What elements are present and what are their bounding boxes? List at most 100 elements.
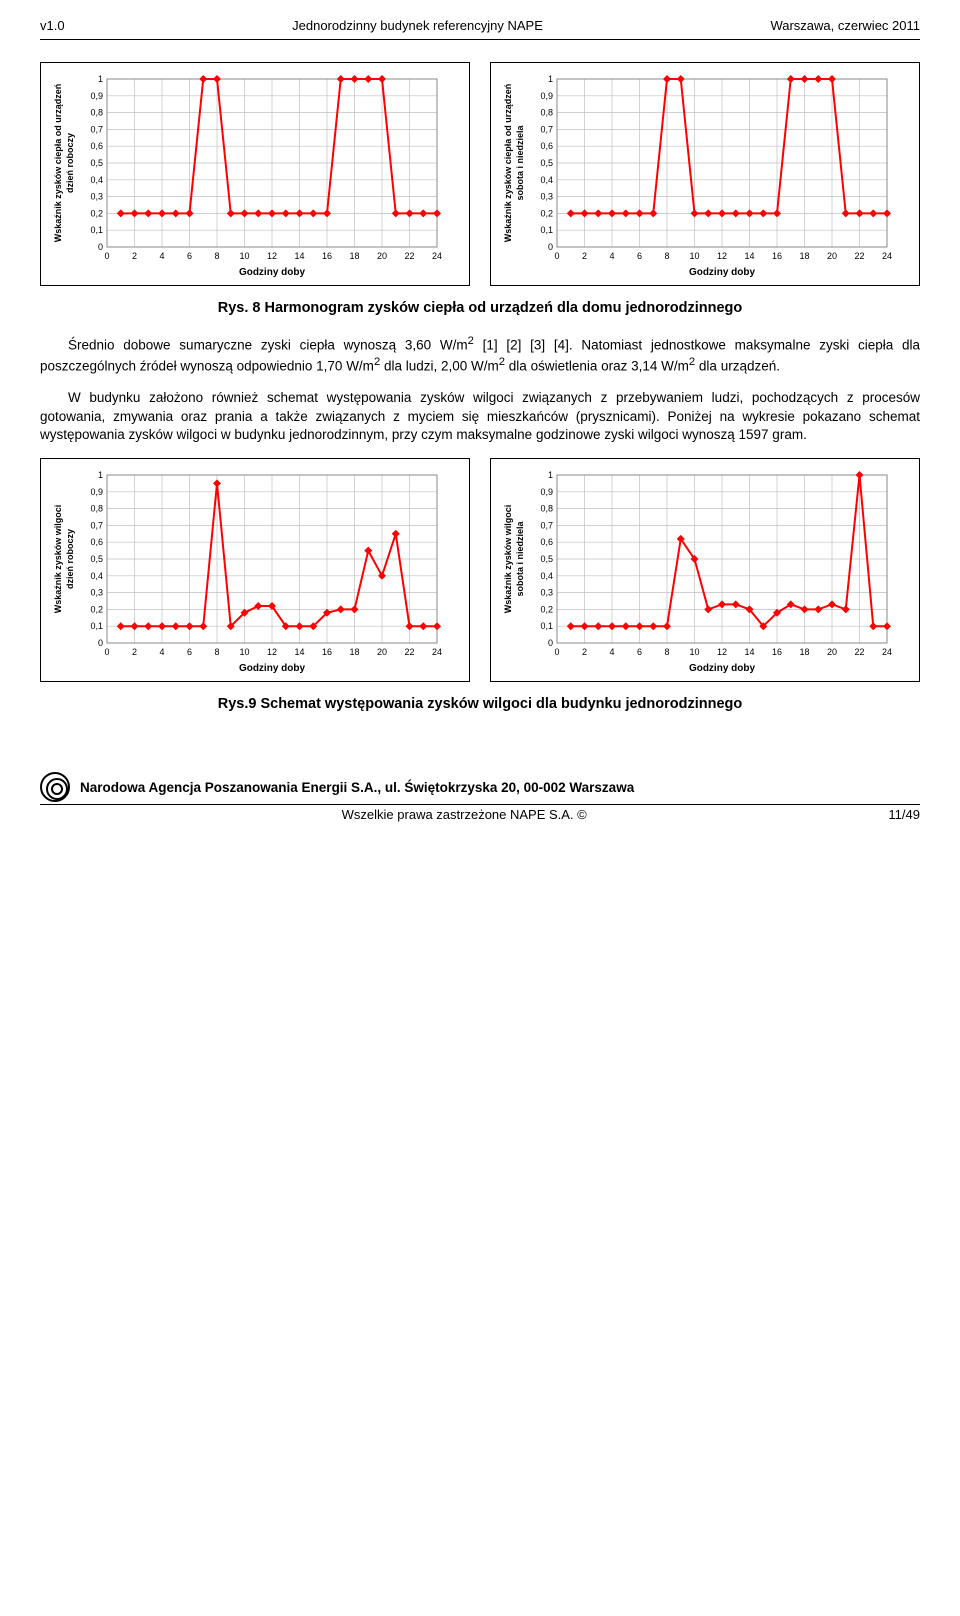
svg-text:2: 2: [582, 647, 587, 657]
svg-text:0: 0: [104, 251, 109, 261]
svg-text:1: 1: [548, 74, 553, 84]
svg-text:0,3: 0,3: [540, 588, 553, 598]
svg-text:0: 0: [98, 638, 103, 648]
svg-text:Godziny doby: Godziny doby: [689, 663, 756, 674]
svg-text:0,1: 0,1: [540, 225, 553, 235]
paragraph-2: W budynku założono również schemat wystę…: [40, 389, 920, 444]
svg-text:0,4: 0,4: [540, 571, 553, 581]
svg-text:0,4: 0,4: [90, 571, 103, 581]
svg-text:22: 22: [404, 251, 414, 261]
svg-text:0,3: 0,3: [90, 192, 103, 202]
svg-text:Godziny doby: Godziny doby: [239, 267, 306, 278]
svg-text:0,6: 0,6: [540, 141, 553, 151]
svg-text:4: 4: [609, 251, 614, 261]
svg-text:0,2: 0,2: [540, 208, 553, 218]
svg-text:10: 10: [689, 647, 699, 657]
svg-text:0,8: 0,8: [540, 504, 553, 514]
svg-text:sobota i niedziela: sobota i niedziela: [515, 124, 525, 200]
svg-text:0,9: 0,9: [540, 91, 553, 101]
svg-text:8: 8: [664, 251, 669, 261]
svg-text:0: 0: [554, 251, 559, 261]
svg-text:sobota i niedziela: sobota i niedziela: [515, 521, 525, 597]
svg-text:16: 16: [772, 647, 782, 657]
svg-text:0,9: 0,9: [90, 487, 103, 497]
svg-text:18: 18: [349, 647, 359, 657]
svg-text:0,2: 0,2: [540, 604, 553, 614]
header-title: Jednorodzinny budynek referencyjny NAPE: [292, 18, 543, 33]
svg-text:20: 20: [377, 647, 387, 657]
fig8-caption: Rys. 8 Harmonogram zysków ciepła od urzą…: [40, 300, 920, 316]
svg-text:0,7: 0,7: [90, 520, 103, 530]
chart-heat-workday: 00,10,20,30,40,50,60,70,80,9102468101214…: [40, 62, 470, 286]
svg-text:0,6: 0,6: [90, 537, 103, 547]
footer-line-2: Wszelkie prawa zastrzeżone NAPE S.A. © 1…: [40, 807, 920, 822]
fig9-caption: Rys.9 Schemat występowania zysków wilgoc…: [40, 696, 920, 712]
charts-row-heat: 00,10,20,30,40,50,60,70,80,9102468101214…: [40, 62, 920, 286]
svg-text:8: 8: [214, 647, 219, 657]
svg-text:0,7: 0,7: [540, 520, 553, 530]
svg-text:24: 24: [882, 647, 892, 657]
svg-text:Godziny doby: Godziny doby: [239, 663, 306, 674]
svg-text:14: 14: [744, 251, 754, 261]
svg-text:0,9: 0,9: [90, 91, 103, 101]
svg-text:2: 2: [582, 251, 587, 261]
svg-text:12: 12: [267, 647, 277, 657]
charts-row-moisture: 00,10,20,30,40,50,60,70,80,9102468101214…: [40, 458, 920, 682]
svg-text:Wskaźnik zysków ciepła od urzą: Wskaźnik zysków ciepła od urządzeń: [53, 84, 63, 243]
svg-text:12: 12: [717, 647, 727, 657]
svg-text:0,4: 0,4: [540, 175, 553, 185]
svg-text:0: 0: [104, 647, 109, 657]
header-underline: [40, 39, 920, 40]
svg-text:22: 22: [854, 647, 864, 657]
svg-text:24: 24: [432, 647, 442, 657]
svg-text:6: 6: [187, 251, 192, 261]
para1-e: dla urządzeń.: [699, 358, 780, 373]
svg-text:0: 0: [548, 242, 553, 252]
sup-2c: 2: [499, 356, 505, 368]
svg-text:0,2: 0,2: [90, 604, 103, 614]
svg-text:0,7: 0,7: [90, 124, 103, 134]
svg-text:0,6: 0,6: [90, 141, 103, 151]
svg-text:2: 2: [132, 647, 137, 657]
sup-2d: 2: [689, 356, 695, 368]
sup-2a: 2: [468, 335, 474, 347]
svg-text:4: 4: [159, 647, 164, 657]
svg-text:12: 12: [267, 251, 277, 261]
sup-2b: 2: [374, 356, 380, 368]
svg-text:0: 0: [98, 242, 103, 252]
svg-text:6: 6: [637, 647, 642, 657]
svg-text:10: 10: [239, 251, 249, 261]
svg-text:16: 16: [322, 647, 332, 657]
svg-text:0,1: 0,1: [90, 225, 103, 235]
footer-org: Narodowa Agencja Poszanowania Energii S.…: [80, 780, 634, 795]
svg-text:18: 18: [349, 251, 359, 261]
svg-text:14: 14: [744, 647, 754, 657]
svg-text:0,5: 0,5: [540, 158, 553, 168]
svg-text:22: 22: [854, 251, 864, 261]
chart-heat-weekend: 00,10,20,30,40,50,60,70,80,9102468101214…: [490, 62, 920, 286]
svg-text:0,7: 0,7: [540, 124, 553, 134]
svg-text:20: 20: [377, 251, 387, 261]
svg-text:0,5: 0,5: [540, 554, 553, 564]
svg-text:0,6: 0,6: [540, 537, 553, 547]
svg-text:18: 18: [799, 251, 809, 261]
nape-logo-icon: [40, 772, 70, 802]
para1-c: dla ludzi, 2,00 W/m: [384, 358, 499, 373]
footer-row: Narodowa Agencja Poszanowania Energii S.…: [40, 772, 920, 805]
svg-text:dzień roboczy: dzień roboczy: [65, 133, 75, 193]
svg-text:4: 4: [609, 647, 614, 657]
svg-text:0,3: 0,3: [540, 192, 553, 202]
svg-text:1: 1: [98, 470, 103, 480]
svg-text:0,1: 0,1: [90, 621, 103, 631]
svg-text:0,5: 0,5: [90, 554, 103, 564]
svg-text:0: 0: [548, 638, 553, 648]
svg-text:0: 0: [554, 647, 559, 657]
svg-text:12: 12: [717, 251, 727, 261]
para1-d: dla oświetlenia oraz 3,14 W/m: [509, 358, 689, 373]
chart-moist-weekend: 00,10,20,30,40,50,60,70,80,9102468101214…: [490, 458, 920, 682]
svg-text:16: 16: [772, 251, 782, 261]
footer-page: 11/49: [888, 807, 920, 822]
svg-text:8: 8: [664, 647, 669, 657]
svg-text:dzień roboczy: dzień roboczy: [65, 529, 75, 589]
svg-text:0,2: 0,2: [90, 208, 103, 218]
